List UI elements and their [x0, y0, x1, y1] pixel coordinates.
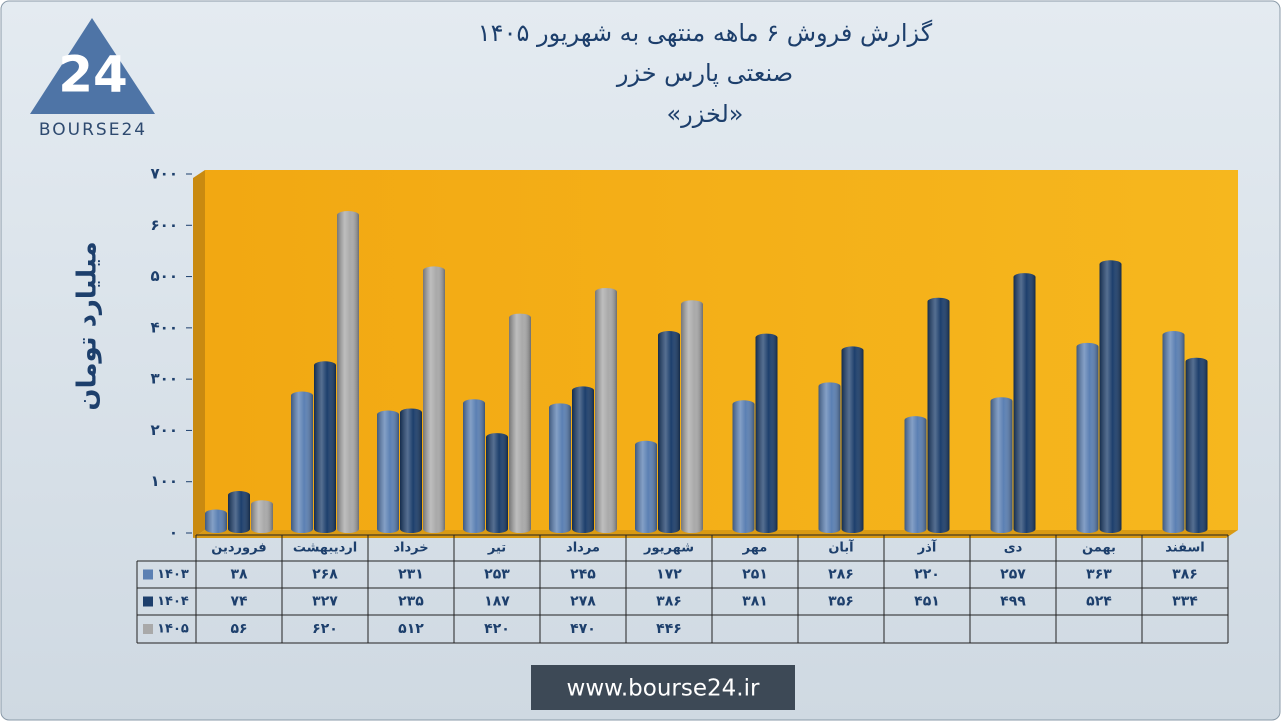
logo-triangle [30, 18, 155, 114]
bar [904, 416, 927, 533]
chart-title: گزارش فروش ۶ ماهه منتهی به شهریور ۱۴۰۵ [478, 19, 933, 47]
table-value: ۳۶۳ [1086, 567, 1112, 583]
bar [337, 211, 359, 533]
y-tick-label: ۴۰۰ [151, 318, 178, 336]
legend-swatch [143, 624, 153, 634]
plot-wall [193, 170, 205, 538]
table-value: ۲۲۰ [914, 567, 940, 583]
logo: 24 BOURSE24 [30, 18, 155, 140]
table-value: ۲۴۵ [570, 567, 596, 583]
y-tick-label: ۳۰۰ [151, 370, 178, 388]
bar [423, 266, 445, 533]
bar [732, 400, 755, 533]
bar [841, 346, 864, 533]
bar [228, 491, 250, 533]
table-value: ۲۳۱ [398, 567, 424, 583]
x-tick-label: مرداد [566, 541, 600, 556]
logo-name: BOURSE24 [39, 120, 147, 140]
table-value: ۵۱۲ [398, 621, 424, 637]
bar [658, 331, 680, 533]
table-value: ۳۸ [230, 567, 248, 583]
bar [1099, 260, 1122, 533]
x-tick-label: فروردین [211, 541, 266, 556]
bar [463, 399, 485, 533]
legend-swatch [143, 569, 153, 580]
table-value: ۲۸۶ [828, 567, 854, 583]
y-tick-label: ۰ [169, 524, 178, 542]
bar [755, 333, 778, 533]
bar [927, 297, 950, 533]
bar [1185, 357, 1208, 533]
bar [314, 361, 336, 533]
table-value: ۲۵۱ [742, 567, 768, 583]
bar [251, 500, 273, 533]
bar [549, 403, 571, 533]
y-tick-label: ۷۰۰ [151, 165, 178, 183]
table-value: ۱۷۲ [656, 567, 682, 583]
x-tick-label: بهمن [1082, 541, 1116, 556]
table-value: ۴۴۶ [656, 621, 682, 637]
legend-swatch [143, 596, 153, 607]
bar [291, 391, 313, 533]
bar [377, 410, 399, 533]
bar [818, 382, 841, 533]
bar [1162, 331, 1185, 533]
logo-mark: 24 [58, 46, 128, 104]
table-value: ۱۸۷ [484, 594, 510, 610]
table-value: ۵۲۴ [1086, 594, 1112, 610]
table-value: ۲۷۸ [570, 594, 596, 610]
x-tick-label: شهریور [643, 541, 694, 556]
table-value: ۲۵۷ [1000, 567, 1026, 583]
bar [509, 313, 531, 533]
x-tick-label: تیر [487, 541, 506, 556]
y-axis-label: میلیارد تومان [73, 241, 103, 410]
x-tick-label: آبان [828, 539, 854, 556]
table-value: ۳۸۱ [742, 594, 768, 610]
table-value: ۳۵۶ [828, 594, 854, 610]
bar [205, 509, 227, 533]
chart-ticker: «لخزر» [666, 100, 743, 128]
y-tick-label: ۲۰۰ [151, 421, 178, 439]
bar [635, 440, 657, 533]
x-tick-label: آذر [917, 539, 937, 556]
bar [681, 300, 703, 533]
legend-label: ۱۴۰۵ [157, 622, 189, 637]
table-value: ۳۳۴ [1172, 594, 1198, 610]
table-value: ۴۹۹ [1000, 594, 1026, 610]
table-value: ۴۷۰ [570, 621, 596, 637]
table-value: ۶۲۰ [312, 621, 338, 637]
x-tick-label: مهر [742, 541, 768, 556]
x-tick-label: اسفند [1165, 541, 1204, 556]
table-value: ۳۸۶ [656, 594, 682, 610]
bar [1013, 273, 1036, 533]
y-tick-label: ۱۰۰ [151, 472, 178, 490]
table-value: ۷۴ [230, 594, 248, 610]
bar [595, 287, 617, 533]
y-tick-label: ۶۰۰ [151, 216, 178, 234]
table-value: ۳۸۶ [1172, 567, 1198, 583]
bar [1076, 342, 1099, 533]
legend-label: ۱۴۰۳ [157, 567, 189, 582]
bar [990, 397, 1013, 533]
x-tick-label: اردیبهشت [293, 541, 357, 556]
y-tick-label: ۵۰۰ [151, 267, 178, 285]
table-value: ۲۶۸ [312, 567, 338, 583]
legend-label: ۱۴۰۴ [157, 594, 189, 609]
x-tick-label: دی [1004, 541, 1023, 556]
x-tick-label: خرداد [393, 541, 428, 556]
table-value: ۲۵۳ [484, 567, 510, 583]
chart-subtitle: صنعتی پارس خزر [616, 59, 793, 87]
bar [400, 408, 422, 533]
table-value: ۵۶ [230, 621, 247, 637]
bar [486, 433, 508, 533]
table-value: ۴۵۱ [914, 594, 940, 610]
bar [572, 386, 594, 533]
footer-box [531, 665, 795, 710]
footer-url: www.bourse24.ir [567, 676, 760, 702]
table-value: ۴۲۰ [484, 621, 510, 637]
table-value: ۳۲۷ [312, 594, 338, 610]
table-value: ۲۳۵ [398, 594, 424, 610]
